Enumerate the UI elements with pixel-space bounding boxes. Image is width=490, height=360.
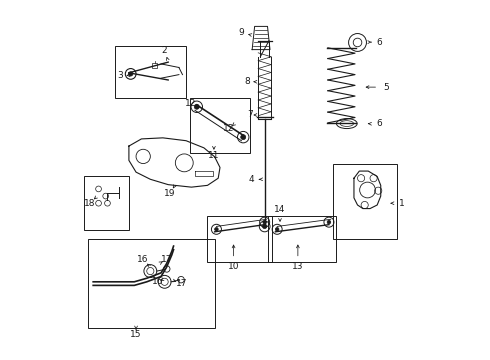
Bar: [190, 98, 250, 153]
Circle shape: [263, 224, 267, 229]
Text: 7: 7: [247, 111, 253, 120]
Text: 4: 4: [248, 175, 254, 184]
Bar: [88, 239, 215, 328]
Text: 13: 13: [292, 262, 304, 271]
Circle shape: [194, 104, 199, 109]
Bar: [84, 176, 129, 230]
Text: 5: 5: [383, 83, 389, 92]
Circle shape: [241, 135, 245, 140]
Text: 19: 19: [164, 189, 176, 198]
Bar: [115, 46, 186, 98]
Text: 11: 11: [208, 151, 220, 160]
Circle shape: [215, 228, 218, 231]
Bar: [207, 216, 272, 262]
Circle shape: [275, 228, 279, 231]
Text: 16: 16: [152, 277, 163, 286]
Bar: [152, 63, 157, 68]
Circle shape: [327, 220, 331, 224]
Text: 1: 1: [399, 199, 405, 208]
Text: 10: 10: [228, 262, 239, 271]
Bar: [333, 164, 397, 239]
Bar: [268, 216, 336, 262]
Circle shape: [263, 220, 267, 224]
Text: 17: 17: [161, 255, 172, 264]
Text: 2: 2: [162, 46, 168, 55]
Text: 6: 6: [376, 120, 382, 129]
Text: 16: 16: [137, 255, 149, 264]
Text: 12: 12: [185, 99, 196, 108]
Circle shape: [128, 72, 133, 76]
Text: 15: 15: [130, 330, 142, 339]
Text: 12: 12: [223, 124, 235, 133]
Text: 14: 14: [274, 205, 286, 214]
Text: 18: 18: [84, 199, 96, 208]
Text: 8: 8: [244, 77, 250, 86]
Text: 6: 6: [376, 37, 382, 46]
Text: 17: 17: [175, 279, 187, 288]
Text: 9: 9: [239, 28, 245, 37]
Text: 3: 3: [117, 71, 123, 80]
